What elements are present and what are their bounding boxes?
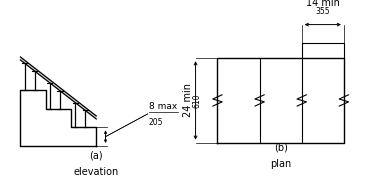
Text: 14 min: 14 min: [306, 0, 340, 8]
Text: 24 min: 24 min: [183, 83, 193, 117]
Text: plan: plan: [270, 159, 291, 169]
Text: 355: 355: [316, 7, 330, 16]
Polygon shape: [20, 57, 96, 119]
Text: (b): (b): [274, 143, 288, 153]
Text: (a): (a): [89, 150, 103, 160]
Text: elevation: elevation: [74, 167, 119, 177]
Text: 205: 205: [149, 118, 163, 127]
Text: 8 max: 8 max: [149, 102, 177, 111]
Text: 610: 610: [193, 93, 202, 108]
